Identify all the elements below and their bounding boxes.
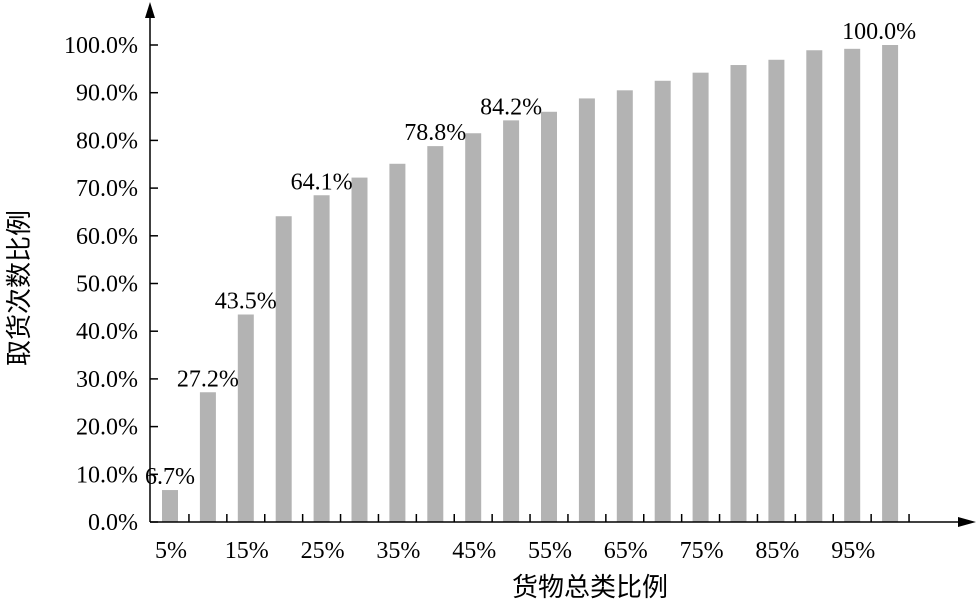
bar-65% xyxy=(616,90,633,522)
bar-15% xyxy=(237,314,254,522)
data-label-50%: 84.2% xyxy=(480,94,542,120)
x-tick-label: 95% xyxy=(831,538,875,564)
x-tick-label: 35% xyxy=(376,538,420,564)
bar-55% xyxy=(541,111,557,522)
bar-80% xyxy=(730,65,747,522)
x-tick-label: 15% xyxy=(225,538,269,564)
y-tick-label: 80.0% xyxy=(76,128,138,154)
x-ticks-group: 5% 15% 25% 35% 45% 55% 65% 75% 85% 95% xyxy=(155,514,910,564)
y-tick-label: 0.0% xyxy=(88,510,138,536)
bar-35% xyxy=(389,163,406,522)
y-tick-label: 90.0% xyxy=(76,81,138,107)
y-tick-label: 30.0% xyxy=(76,367,138,393)
x-tick-label: 75% xyxy=(680,538,724,564)
y-tick-label: 60.0% xyxy=(76,224,138,250)
x-tick-label: 55% xyxy=(528,538,572,564)
data-labels-group: 6.7% 27.2% 43.5% 64.1% 78.8% 84.2% 100.0% xyxy=(145,19,916,490)
x-tick-label: 85% xyxy=(755,538,799,564)
bar-100% xyxy=(882,45,899,522)
bar-45% xyxy=(465,133,482,522)
axes-group xyxy=(145,2,976,527)
data-label-15%: 43.5% xyxy=(215,289,277,315)
y-axis-title: 取货次数比例 xyxy=(5,210,35,366)
y-tick-label: 10.0% xyxy=(76,462,138,488)
bar-95% xyxy=(844,48,861,522)
bar-70% xyxy=(654,80,671,523)
x-axis-arrow xyxy=(958,517,976,527)
x-tick-label: 25% xyxy=(301,538,345,564)
bar-10% xyxy=(199,392,216,522)
y-tick-label: 20.0% xyxy=(76,415,138,441)
y-axis-arrow xyxy=(145,2,155,18)
y-ticks-group: 0.0% 10.0% 20.0% 30.0% 40.0% 50.0% 60.0% 70.0% 8… xyxy=(64,33,158,536)
bar-20% xyxy=(275,216,292,523)
bar-40% xyxy=(427,146,444,522)
x-axis-title: 货物总类比例 xyxy=(512,573,668,603)
x-tick-label: 65% xyxy=(604,538,648,564)
bar-50% xyxy=(503,120,520,522)
x-tick-label: 5% xyxy=(155,538,187,564)
bar-90% xyxy=(806,50,823,522)
y-tick-label: 40.0% xyxy=(76,319,138,345)
y-tick-label: 50.0% xyxy=(76,272,138,298)
data-label-40%: 78.8% xyxy=(404,120,466,146)
bar-25% xyxy=(313,195,330,522)
data-label-25%: 64.1% xyxy=(291,169,353,195)
y-tick-label: 100.0% xyxy=(64,33,138,59)
y-tick-label: 70.0% xyxy=(76,176,138,202)
bar-85% xyxy=(768,59,785,523)
bar-60% xyxy=(578,98,595,522)
bar-75% xyxy=(692,72,709,522)
bars-group xyxy=(162,45,899,523)
x-tick-label: 45% xyxy=(452,538,496,564)
data-label-5%: 6.7% xyxy=(145,464,195,490)
bar-30% xyxy=(351,177,368,522)
bar-5% xyxy=(162,490,178,522)
data-label-10%: 27.2% xyxy=(177,366,239,392)
data-label-100%: 100.0% xyxy=(842,19,916,45)
